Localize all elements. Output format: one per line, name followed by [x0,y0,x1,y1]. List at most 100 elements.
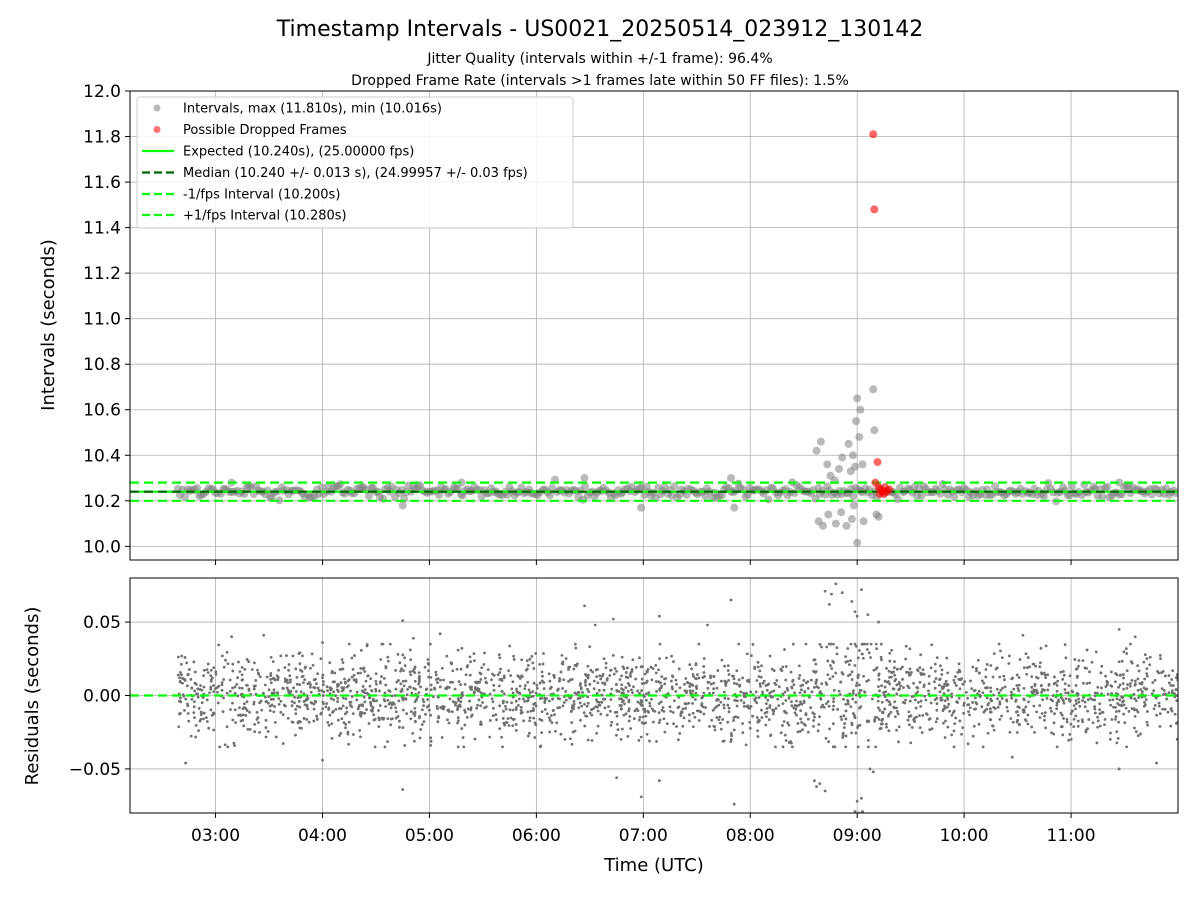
residual-point [634,677,638,681]
residual-point [518,677,522,680]
residual-point [340,658,344,661]
residual-point [781,665,785,669]
residual-point [483,676,487,680]
residual-point [572,667,576,671]
residual-point [956,671,960,674]
residual-point [418,736,422,740]
residual-point [582,711,586,715]
residual-point [895,667,899,671]
residual-point [769,734,772,738]
residual-point [813,715,816,719]
residual-point [347,684,350,688]
residual-point [799,717,803,721]
residual-point [887,669,891,673]
residual-point [239,719,243,723]
residuals-y-tick-label: −0.05 [69,760,121,780]
residual-point [273,691,276,695]
residual-point [747,706,750,710]
residual-point [844,734,848,738]
residual-point [235,683,239,686]
residual-point [615,688,619,692]
residual-point [346,732,350,736]
residual-point [638,691,641,695]
residual-point [943,699,947,703]
residual-point [665,722,669,726]
interval-point [831,519,840,528]
residual-point [212,728,215,732]
residual-point [893,679,897,683]
residual-point [281,742,285,745]
residual-point [609,668,613,672]
residual-point [666,692,670,695]
residual-point [712,687,716,691]
residual-point [715,686,719,690]
residual-point [783,648,786,651]
residual-point [1124,706,1128,710]
residual-point [630,688,633,692]
residual-point [713,728,717,732]
legend-label-plus-interval: +1/fps Interval (10.280s) [183,209,347,224]
residual-point [888,651,892,655]
residual-point [291,654,295,658]
residual-point [193,689,197,693]
residual-point [1152,707,1156,711]
residual-point [719,721,722,725]
residual-point [204,716,208,720]
residual-point [567,680,570,683]
residual-point [339,731,343,735]
residual-point [1128,684,1132,688]
residual-point [1010,755,1014,759]
residual-point [763,711,767,715]
residual-point [966,696,969,700]
residual-point [1077,664,1080,668]
residuals-y-tick-label: 0.05 [83,613,121,633]
residual-point [408,685,411,689]
residual-point [205,668,209,672]
intervals-y-tick-label: 10.0 [83,537,121,557]
residual-point [1150,692,1154,696]
residual-point [912,719,916,723]
residual-point [712,681,716,685]
residual-point [643,710,647,714]
residual-point [844,655,848,659]
residual-point [298,683,302,686]
residual-point [543,707,547,711]
residual-point [397,679,400,682]
residual-point [655,740,658,743]
residual-point [181,681,184,685]
residual-point [288,680,292,684]
residual-point [314,700,318,704]
residual-point [268,704,272,708]
interval-point [950,492,959,501]
residual-point [384,666,388,670]
residuals-y-tick-label: 0.00 [83,687,121,707]
residual-point [221,710,225,714]
residual-point [273,705,276,708]
residual-point [968,706,972,710]
residual-point [611,617,615,621]
residual-point [757,720,761,724]
residual-point [1038,665,1042,669]
residual-point [387,689,391,692]
residual-point [682,716,686,720]
residual-point [264,718,268,722]
residual-point [499,667,502,671]
residual-point [290,704,294,708]
residual-point [717,718,721,722]
residual-point [946,697,950,701]
residual-point [542,652,545,655]
residual-point [764,723,768,727]
residual-point [347,720,351,724]
residual-point [938,690,942,694]
residual-point [836,707,839,711]
residual-point [279,699,283,703]
residual-point [285,686,289,690]
residual-point [639,795,643,799]
residual-point [624,675,628,679]
residual-point [1057,698,1060,702]
residual-point [269,678,272,681]
residual-point [756,735,760,738]
residual-point [1119,673,1123,677]
residual-point [601,681,604,685]
residual-point [675,682,678,686]
